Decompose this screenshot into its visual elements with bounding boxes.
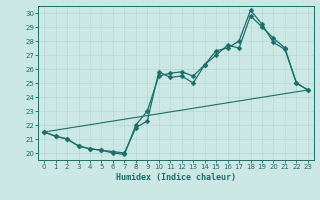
X-axis label: Humidex (Indice chaleur): Humidex (Indice chaleur) [116,173,236,182]
